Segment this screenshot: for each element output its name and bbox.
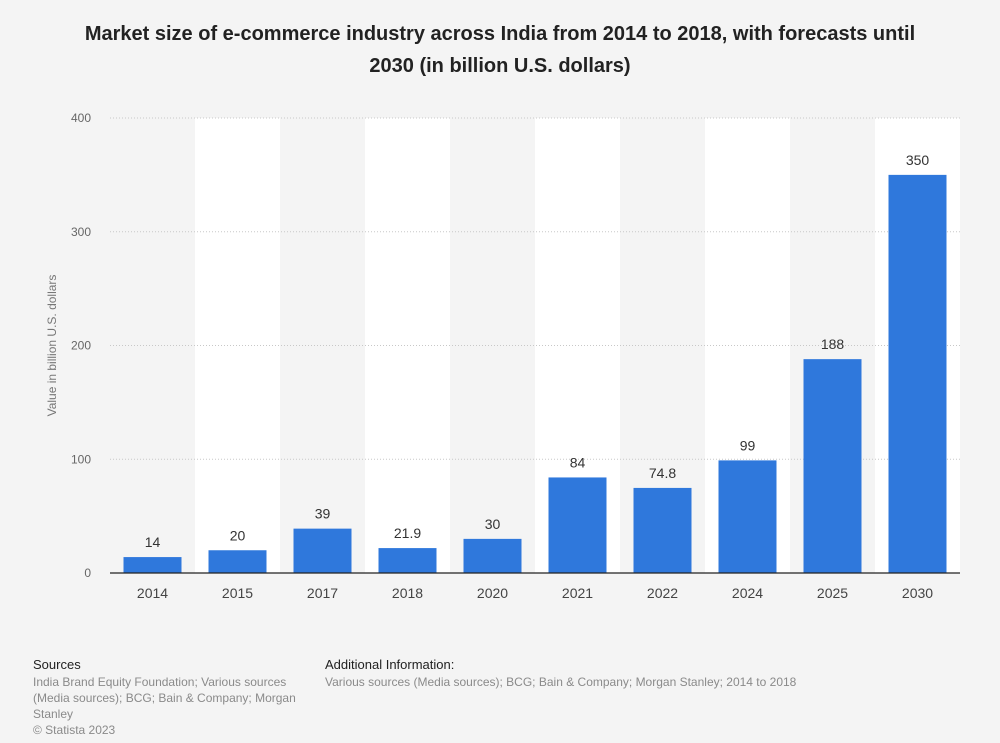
additional-info-title: Additional Information:	[325, 657, 455, 672]
sources-text: India Brand Equity Foundation; Various s…	[33, 675, 296, 721]
data-label: 350	[906, 152, 930, 168]
data-label: 99	[740, 437, 756, 453]
data-label: 188	[821, 336, 845, 352]
sources-block: Sources India Brand Equity Foundation; V…	[33, 657, 313, 738]
additional-info-block: Additional Information: Various sources …	[325, 657, 885, 690]
bar	[208, 550, 267, 573]
bar	[378, 548, 437, 573]
y-tick-label: 300	[71, 225, 91, 239]
bar-chart: 0 100 200 300 400 Value in billion U.S. dolla…	[45, 111, 960, 601]
data-label: 14	[145, 534, 161, 550]
y-tick-label: 400	[71, 111, 91, 125]
x-tick-label: 2014	[137, 585, 168, 601]
x-tick-label: 2015	[222, 585, 253, 601]
bar	[803, 359, 862, 573]
bar	[718, 460, 777, 573]
additional-info-text: Various sources (Media sources); BCG; Ba…	[325, 675, 797, 689]
x-tick-label: 2025	[817, 585, 848, 601]
data-label: 21.9	[394, 525, 421, 541]
x-tick-label: 2018	[392, 585, 423, 601]
bar	[463, 538, 522, 573]
data-label: 84	[570, 454, 586, 470]
data-label: 39	[315, 506, 331, 522]
y-tick-label: 0	[84, 566, 91, 580]
bar	[123, 557, 182, 573]
y-tick-label: 100	[71, 452, 91, 466]
data-label: 20	[230, 527, 246, 543]
data-label: 74.8	[649, 465, 676, 481]
bar	[633, 487, 692, 573]
data-label: 30	[485, 516, 501, 532]
y-axis-title: Value in billion U.S. dollars	[45, 275, 59, 417]
x-tick-label: 2021	[562, 585, 593, 601]
x-tick-label: 2017	[307, 585, 338, 601]
copyright: © Statista 2023	[33, 723, 116, 737]
x-tick-label: 2024	[732, 585, 763, 601]
chart-title: Market size of e-commerce industry acros…	[84, 23, 916, 77]
bar	[888, 174, 947, 573]
column-band	[195, 118, 280, 573]
sources-title: Sources	[33, 657, 81, 672]
bar	[548, 477, 607, 573]
bar	[293, 528, 352, 573]
x-tick-label: 2030	[902, 585, 933, 601]
x-tick-label: 2020	[477, 585, 508, 601]
y-tick-label: 200	[71, 339, 91, 353]
x-tick-label: 2022	[647, 585, 678, 601]
